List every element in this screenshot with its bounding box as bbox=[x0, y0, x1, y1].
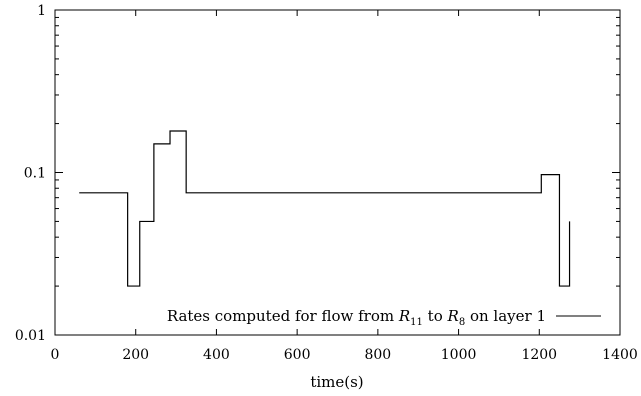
series-line bbox=[79, 130, 571, 287]
legend-label-middle: to bbox=[423, 307, 448, 325]
x-axis: 0 200 400 600 800 1000 1200 1400 bbox=[51, 10, 638, 363]
legend-label-r1-sub: 11 bbox=[410, 317, 423, 328]
legend-label: Rates computed for flow from R11 to R8 o… bbox=[167, 307, 546, 328]
legend-label-r2-sub: 8 bbox=[459, 317, 465, 328]
legend-label-prefix: Rates computed for flow from bbox=[167, 307, 399, 325]
y-tick-label: 0.1 bbox=[24, 166, 46, 182]
x-tick-label: 1200 bbox=[521, 347, 557, 363]
legend-label-r1: R bbox=[398, 307, 410, 325]
y-tick-label: 0.01 bbox=[15, 328, 46, 344]
y-tick-label: 1 bbox=[37, 3, 46, 19]
y-axis: 0.01 0.1 1 bbox=[15, 3, 620, 344]
legend-label-suffix: on layer 1 bbox=[465, 307, 546, 325]
x-tick-label: 1000 bbox=[441, 347, 477, 363]
x-axis-label: time(s) bbox=[310, 373, 363, 391]
x-tick-label: 1400 bbox=[602, 347, 638, 363]
x-tick-label: 200 bbox=[122, 347, 149, 363]
x-tick-label: 800 bbox=[364, 347, 391, 363]
legend-label-r2: R bbox=[447, 307, 459, 325]
series-layer bbox=[79, 130, 571, 287]
x-tick-label: 0 bbox=[51, 347, 60, 363]
x-tick-label: 400 bbox=[203, 347, 230, 363]
x-tick-label: 600 bbox=[284, 347, 311, 363]
legend: Rates computed for flow from R11 to R8 o… bbox=[167, 307, 601, 328]
